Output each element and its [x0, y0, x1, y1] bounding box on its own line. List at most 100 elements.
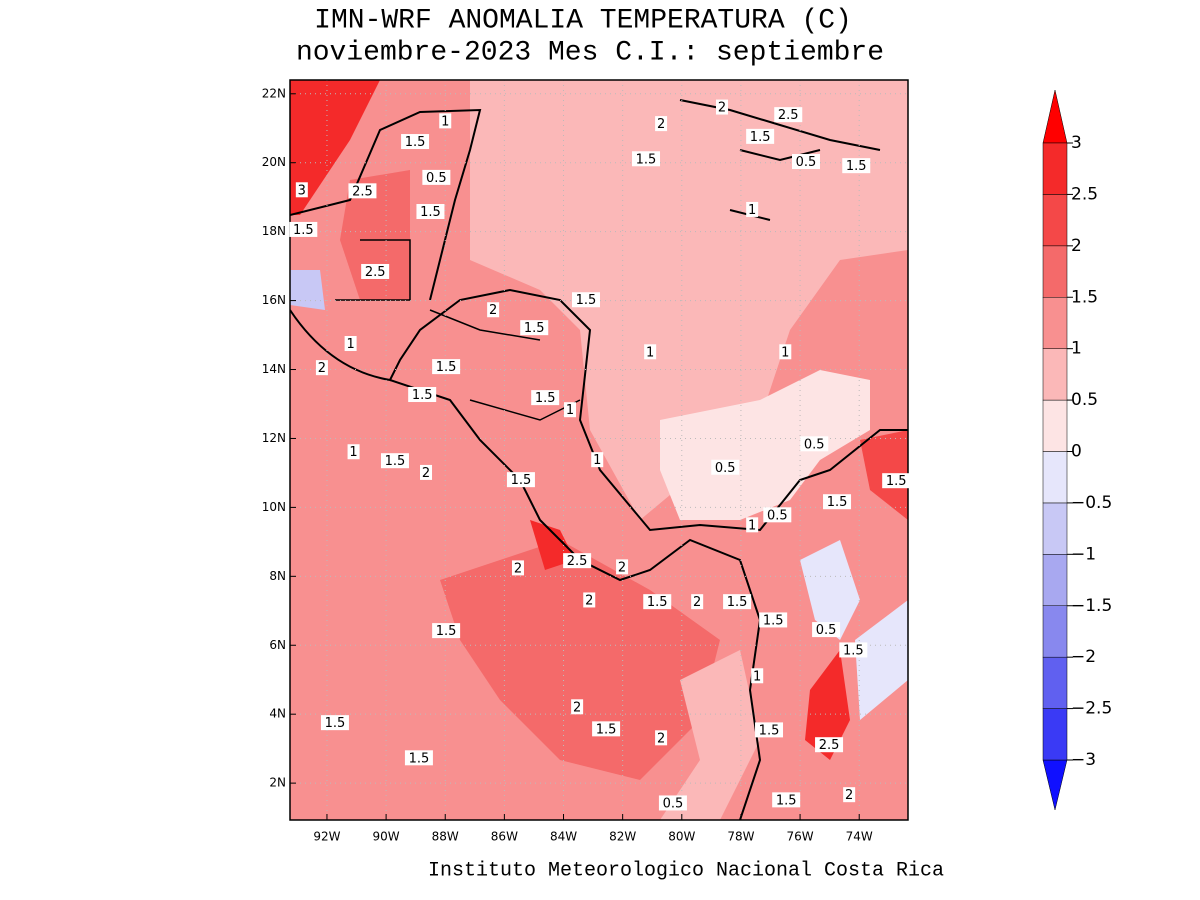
colorbar-bin: [1042, 554, 1068, 606]
contour-label: 1.5: [325, 716, 346, 731]
contour-label: 2.5: [567, 554, 588, 569]
contour-label-bg: [344, 336, 357, 352]
contour-label: 1.5: [436, 360, 457, 375]
contour-label-bg: [420, 464, 433, 480]
contour-label: 1.5: [886, 474, 907, 489]
contour-label: 0.5: [804, 437, 825, 452]
contour-label: 2.5: [352, 184, 373, 199]
contour-label-bg: [791, 154, 820, 170]
contour-label: 0.5: [767, 508, 788, 523]
contour-label: 2: [514, 561, 522, 576]
colorbar-under: [1042, 759, 1068, 811]
contour-label: 1.5: [420, 205, 441, 220]
contour-label-bg: [779, 344, 792, 360]
y-tick-label: 8N: [269, 569, 286, 583]
colorbar-bin: [1042, 502, 1068, 555]
contour-label: 3: [298, 183, 306, 198]
contour-label: 1.5: [763, 613, 784, 628]
contour-label-bg: [842, 158, 871, 174]
contour-label: 1.5: [827, 495, 848, 510]
contour-label: 1.5: [412, 388, 433, 403]
contour-label: 2.5: [819, 738, 840, 753]
contour-label-bg: [691, 594, 704, 610]
contour-label-bg: [823, 494, 852, 510]
contour-label-bg: [711, 459, 740, 475]
colorbar-label: −1.5: [1071, 596, 1112, 616]
colorbar-bin: [1042, 708, 1068, 761]
contour-label-bg: [416, 204, 445, 220]
x-tick-label: 80W: [668, 830, 695, 844]
y-tick-label: 6N: [269, 638, 286, 652]
contour-label: 1.5: [385, 454, 406, 469]
contour-label: 1: [646, 345, 654, 360]
contour-label: 2: [422, 466, 430, 481]
field-area: [805, 650, 850, 760]
colorbar-over: [1042, 89, 1068, 144]
x-tick-label: 82W: [609, 830, 636, 844]
x-tick-label: 74W: [846, 830, 873, 844]
colorbar-bin: [1042, 605, 1068, 658]
contour-label-bg: [723, 594, 752, 610]
colorbar-bin: [1042, 399, 1068, 452]
contour-label: 1.5: [596, 722, 617, 737]
y-tick-label: 12N: [262, 431, 286, 445]
contour-label-bg: [716, 99, 729, 115]
contour-label-bg: [315, 360, 328, 376]
contour-label-bg: [592, 721, 621, 737]
contour-label-bg: [755, 722, 784, 738]
contour-label-bg: [439, 113, 452, 129]
contour-label: 2: [693, 595, 701, 610]
contour-label-bg: [655, 116, 668, 132]
y-tick-label: 22N: [262, 86, 286, 100]
contour-label: 1: [349, 445, 357, 460]
contour-label: 1.5: [727, 595, 748, 610]
y-tick-label: 18N: [262, 224, 286, 238]
title: IMN-WRF ANOMALIA TEMPERATURA (C): [314, 5, 852, 36]
x-tick-label: 92W: [313, 830, 340, 844]
contour-label: 1.5: [405, 135, 426, 150]
contour-label-bg: [380, 453, 409, 469]
colorbar-label: 3: [1071, 133, 1082, 153]
contour-label-bg: [295, 182, 308, 198]
contour-label-bg: [815, 737, 844, 753]
contour-label: 1: [781, 345, 789, 360]
contour-label: 1.5: [436, 624, 457, 639]
contour-label-bg: [759, 612, 788, 628]
contour-label-bg: [800, 436, 829, 452]
contour-label-bg: [812, 622, 841, 638]
colorbar-bin: [1042, 348, 1068, 401]
contour-label: 2: [573, 700, 581, 715]
contour-label: 1.5: [535, 391, 556, 406]
contour-label-bg: [506, 472, 535, 488]
field-area: [660, 650, 760, 820]
contour-label: 2: [318, 361, 326, 376]
contour-label-bg: [746, 517, 759, 533]
colorbar-label: 2.5: [1071, 184, 1098, 204]
y-tick-label: 2N: [269, 776, 286, 790]
contour-label: 0.5: [816, 623, 837, 638]
colorbar-bin: [1042, 142, 1068, 195]
y-tick-label: 20N: [262, 155, 286, 169]
contour-label-bg: [531, 390, 560, 406]
contour-label: 1.5: [293, 223, 314, 238]
contour-label-bg: [348, 183, 377, 199]
colorbar-bin: [1042, 451, 1068, 504]
contour-label-bg: [289, 221, 318, 237]
contour-label: 0.5: [426, 171, 447, 186]
contour-label-bg: [408, 387, 437, 403]
contour-label: 1.5: [759, 723, 780, 738]
contour-label: 2: [618, 560, 626, 575]
contour-label-bg: [571, 699, 584, 715]
colorbar-label: −0.5: [1071, 493, 1112, 513]
colorbar-bin: [1042, 297, 1068, 349]
contour-label-bg: [644, 344, 657, 360]
contour-label-bg: [746, 128, 775, 144]
contour-label: 1.5: [647, 595, 668, 610]
contour-label-bg: [751, 668, 764, 684]
contour-label: 2.5: [365, 265, 386, 280]
contour-label-bg: [583, 592, 596, 608]
colorbar-label: −3: [1071, 750, 1096, 770]
field-area: [470, 80, 908, 520]
field-area: [855, 600, 908, 720]
contour-label: 1.5: [843, 643, 864, 658]
